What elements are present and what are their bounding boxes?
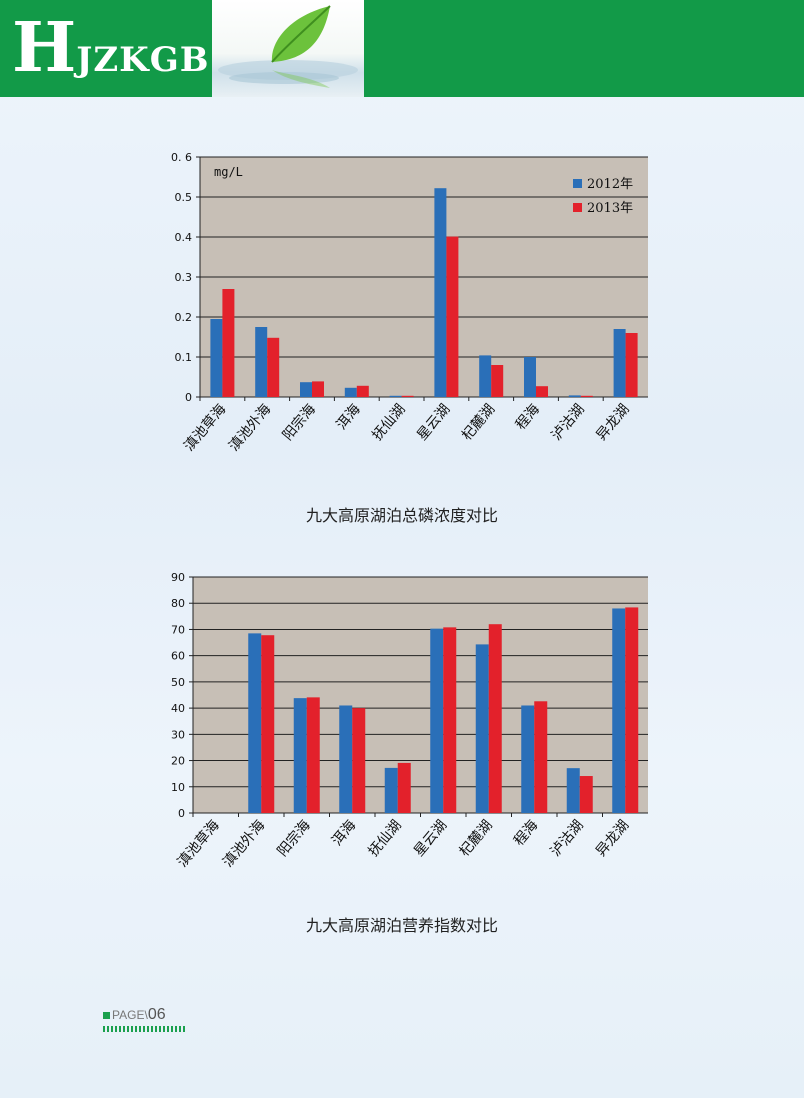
leaf-icon <box>218 5 358 88</box>
bar <box>613 329 626 397</box>
bar <box>300 382 312 397</box>
magazine-logo: HJZKGB <box>12 6 209 90</box>
bar <box>384 767 398 813</box>
bar <box>248 633 262 813</box>
bar <box>612 608 626 813</box>
x-category-label: 抚仙湖 <box>369 401 408 443</box>
bar <box>397 762 411 813</box>
bar <box>434 188 447 397</box>
legend-label: 2013年 <box>587 201 633 216</box>
x-category-label: 滇池草海 <box>175 817 223 870</box>
bar <box>568 395 581 397</box>
bar <box>293 698 307 813</box>
phosphorus-chart: 0 0.1 0.2 0.3 0.4 0.5 0. 6 滇池草海滇池外海 阳宗海 洱海 抚仙湖 星云湖杞… <box>171 151 648 454</box>
x-category-label: 滇池外海 <box>220 817 268 870</box>
legend-swatch <box>573 203 582 212</box>
page-footer: PAGE\06 <box>103 1004 166 1024</box>
bar <box>401 395 414 397</box>
phosphorus-chart-caption: 九大高原湖泊总磷浓度对比 <box>305 506 498 525</box>
y-tick-label: 0 <box>185 391 192 404</box>
x-category-label: 异龙湖 <box>593 401 632 443</box>
bar <box>356 385 369 397</box>
bar <box>443 627 457 813</box>
x-category-label: 程海 <box>511 817 541 849</box>
leaf-banner-image <box>212 0 364 97</box>
page-number: 06 <box>147 1006 166 1023</box>
x-category-label: 滇池草海 <box>181 401 229 454</box>
page-label: PAGE <box>112 1008 145 1022</box>
x-category-label: 程海 <box>513 401 543 433</box>
legend-label: 2012年 <box>587 177 633 192</box>
bar <box>222 289 235 397</box>
y-tick-label: 30 <box>171 728 185 741</box>
x-category-label: 抚仙湖 <box>366 817 405 859</box>
y-tick-label: 0 <box>178 807 185 820</box>
y-tick-label: 0. 6 <box>171 151 192 164</box>
footer-stripe <box>103 1026 185 1032</box>
y-tick-label: 0.3 <box>175 271 193 284</box>
bar <box>534 701 548 813</box>
bar <box>479 355 492 397</box>
x-category-label: 阳宗海 <box>275 817 314 859</box>
footer-square-icon <box>103 1012 110 1019</box>
logo-initial: H <box>12 8 77 88</box>
y-tick-label: 0.1 <box>175 351 193 364</box>
bar <box>446 236 459 397</box>
bar <box>210 319 223 397</box>
bar <box>339 705 353 813</box>
y-tick-label: 70 <box>171 623 185 636</box>
y-tick-label: 40 <box>171 702 185 715</box>
x-category-label: 星云湖 <box>411 817 450 859</box>
header-logo-panel: HJZKGB <box>0 0 212 97</box>
x-category-label: 泸沽湖 <box>548 817 587 859</box>
x-category-label: 泸沽湖 <box>549 401 588 443</box>
bar <box>344 387 357 397</box>
bar <box>475 644 489 813</box>
x-category-label: 阳宗海 <box>280 401 319 443</box>
bar <box>267 337 280 397</box>
bar <box>488 624 502 813</box>
unit-label: mg/L <box>214 165 243 179</box>
logo-rest: JZKGB <box>76 40 210 80</box>
y-tick-label: 50 <box>171 676 185 689</box>
bar <box>579 776 593 813</box>
y-tick-label: 60 <box>171 650 185 663</box>
bar <box>352 708 366 813</box>
bar <box>389 395 402 397</box>
x-category-label: 杞麓湖 <box>457 817 496 859</box>
bar <box>625 607 639 813</box>
header-green-band <box>364 0 804 97</box>
x-category-label: 异龙湖 <box>593 817 632 859</box>
bar <box>566 768 580 813</box>
x-category-label: 洱海 <box>329 817 359 849</box>
y-tick-label: 20 <box>171 755 185 768</box>
y-tick-label: 0.4 <box>175 231 193 244</box>
page-slash: \ <box>144 1008 148 1022</box>
bar <box>625 333 638 397</box>
page-header: HJZKGB <box>0 0 804 97</box>
bar <box>491 365 504 397</box>
bar <box>312 381 324 397</box>
bar <box>306 697 320 813</box>
y-tick-label: 90 <box>171 571 185 584</box>
y-tick-label: 10 <box>171 781 185 794</box>
trophic-chart-caption: 九大高原湖泊营养指数对比 <box>305 916 498 935</box>
bar <box>521 705 535 813</box>
x-category-label: 杞麓湖 <box>459 401 498 443</box>
x-category-label: 洱海 <box>334 401 364 433</box>
x-category-label: 星云湖 <box>414 401 453 443</box>
bar <box>580 395 593 397</box>
bar <box>261 635 275 813</box>
y-tick-label: 80 <box>171 597 185 610</box>
y-tick-label: 0.5 <box>175 191 193 204</box>
x-category-label: 滇池外海 <box>226 401 274 454</box>
bar <box>536 386 548 397</box>
bar <box>430 628 444 813</box>
legend-swatch <box>573 179 582 188</box>
bar <box>255 327 268 397</box>
y-tick-label: 0.2 <box>175 311 193 324</box>
bar <box>524 357 536 397</box>
